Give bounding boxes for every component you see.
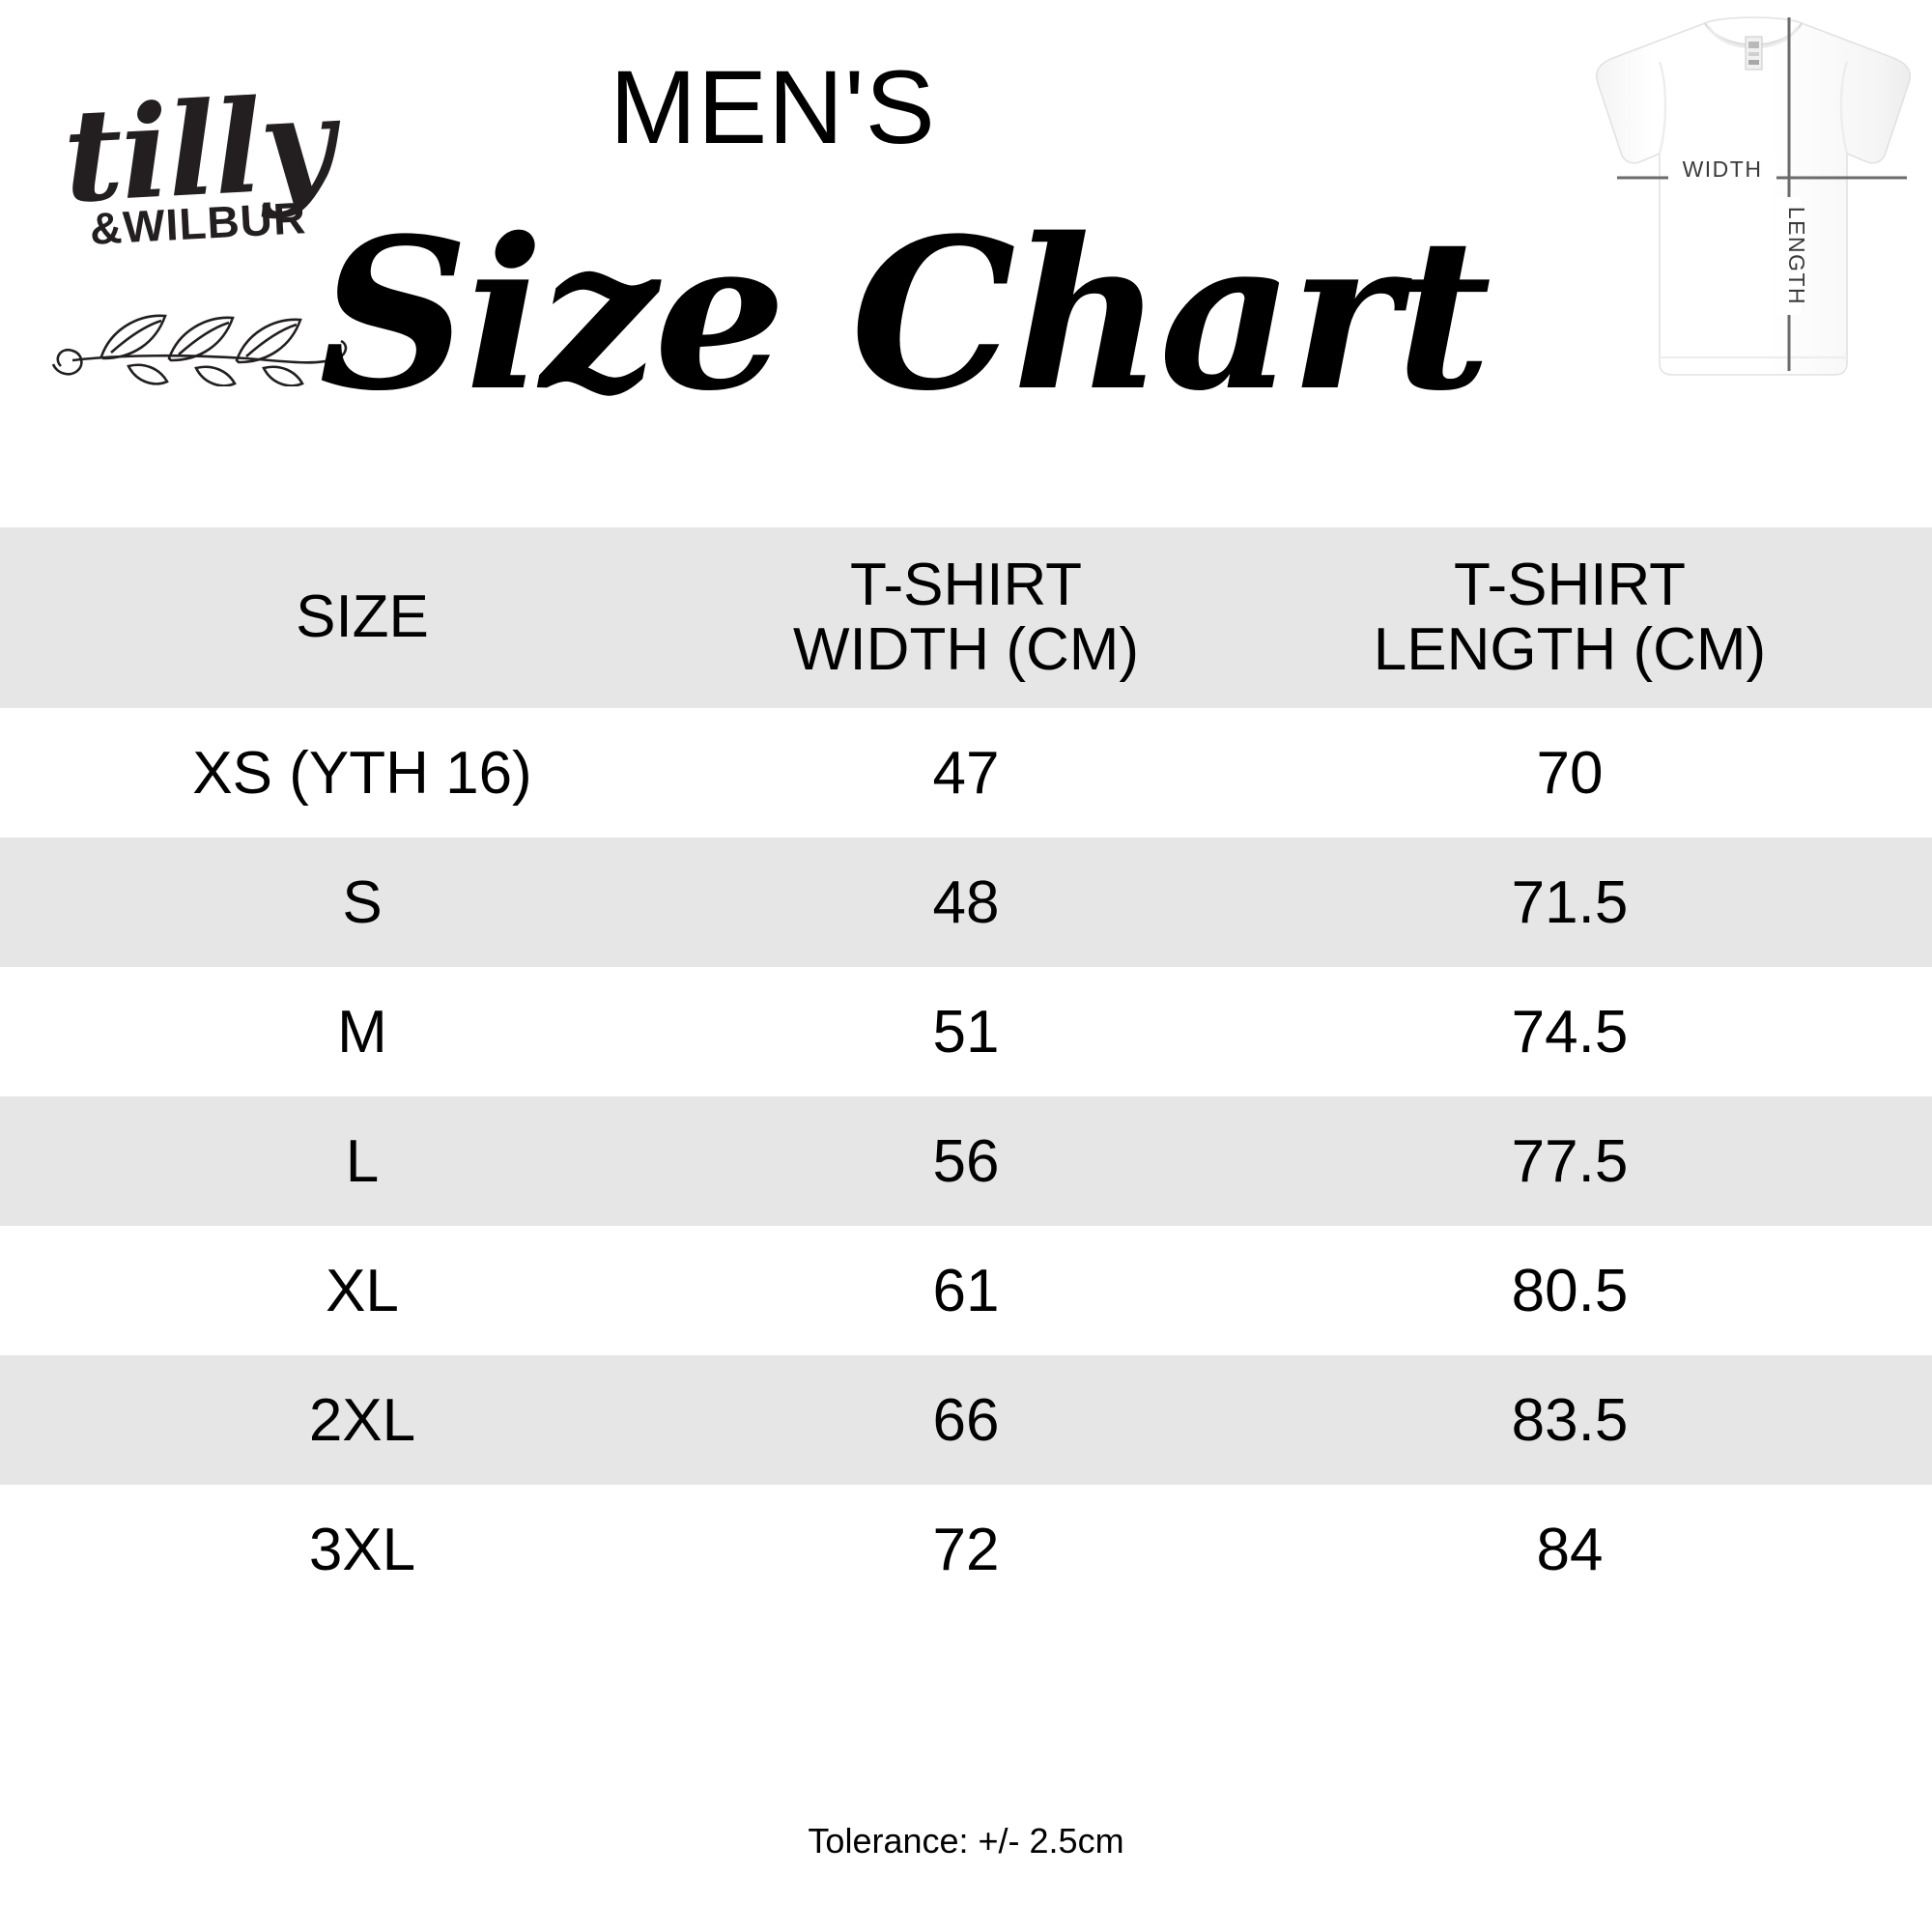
cell-length: 84 [1536, 1516, 1604, 1583]
cell-size: 2XL [308, 1386, 416, 1454]
cell-width: 51 [932, 998, 1000, 1065]
tolerance-note: Tolerance: +/- 2.5cm [808, 1821, 1124, 1861]
column-header-width-line1: T-SHIRT [850, 551, 1082, 618]
cell-width: 61 [932, 1257, 1000, 1324]
column-header-size: SIZE [296, 583, 429, 651]
tshirt-width-label: WIDTH [1683, 156, 1763, 182]
category-title: MEN'S [610, 48, 936, 165]
table-row: XL 61 80.5 [0, 1226, 1932, 1355]
cell-width: 72 [932, 1516, 1000, 1583]
cell-length: 71.5 [1511, 868, 1629, 936]
page-title: Size Chart [319, 192, 1492, 437]
leaf-branch-icon [51, 314, 348, 386]
cell-length: 74.5 [1511, 998, 1629, 1065]
table-row: S 48 71.5 [0, 838, 1932, 967]
cell-width: 56 [932, 1127, 1000, 1195]
cell-length: 77.5 [1511, 1127, 1629, 1195]
table-row: M 51 74.5 [0, 967, 1932, 1096]
table-row: L 56 77.5 [0, 1096, 1932, 1226]
cell-length: 70 [1536, 739, 1604, 807]
cell-length: 83.5 [1511, 1386, 1629, 1454]
column-header-length-line2: LENGTH (CM) [1373, 615, 1767, 683]
cell-width: 66 [932, 1386, 1000, 1454]
cell-size: XL [326, 1257, 399, 1324]
table-row: 2XL 66 83.5 [0, 1355, 1932, 1485]
header-area: tilly &WILBUR MEN'S Size Chart [0, 0, 1932, 527]
cell-length: 80.5 [1511, 1257, 1629, 1324]
table-row: 3XL 72 84 [0, 1485, 1932, 1614]
cell-size: L [345, 1127, 380, 1195]
column-header-width-line2: WIDTH (CM) [792, 615, 1140, 683]
cell-size: M [337, 998, 387, 1065]
brand-logo: tilly &WILBUR [39, 69, 357, 386]
size-table: SIZE T-SHIRT WIDTH (CM) T-SHIRT LENGTH (… [0, 527, 1932, 1614]
cell-size: 3XL [308, 1516, 416, 1583]
column-header-length: T-SHIRT LENGTH (CM) [1208, 551, 1932, 683]
table-row: XS (YTH 16) 47 70 [0, 708, 1932, 838]
tshirt-length-label: LENGTH [1784, 207, 1809, 305]
cell-width: 47 [932, 739, 1000, 807]
cell-size: S [342, 868, 383, 936]
table-header-row: SIZE T-SHIRT WIDTH (CM) T-SHIRT LENGTH (… [0, 527, 1932, 708]
column-header-length-line1: T-SHIRT [1454, 551, 1686, 618]
cell-size: XS (YTH 16) [192, 739, 532, 807]
cell-width: 48 [932, 868, 1000, 936]
tshirt-icon: WIDTH LENGTH [1595, 16, 1912, 376]
column-header-width: T-SHIRT WIDTH (CM) [724, 551, 1208, 683]
